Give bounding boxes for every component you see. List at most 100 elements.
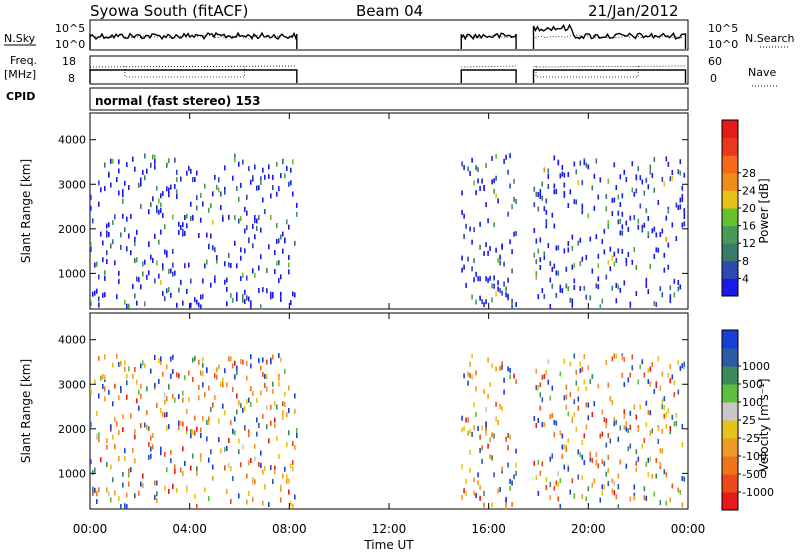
range-gate-cell: [274, 250, 276, 256]
range-gate-cell: [184, 215, 186, 220]
range-gate-cell: [471, 431, 473, 437]
range-gate-cell: [222, 382, 224, 388]
range-gate-cell: [549, 277, 552, 283]
nsky-trace: [89, 31, 298, 49]
range-gate-cell: [485, 276, 487, 282]
range-gate-cell: [134, 458, 136, 464]
range-gate-cell: [653, 301, 656, 306]
range-gate-cell: [160, 279, 162, 285]
range-gate-cell: [621, 248, 624, 254]
range-gate-cell: [581, 256, 584, 262]
range-gate-cell: [120, 244, 122, 250]
range-gate-cell: [671, 374, 674, 380]
range-gate-cell: [110, 243, 112, 249]
range-gate-cell: [96, 433, 98, 439]
range-gate-cell: [611, 400, 614, 406]
velocity-colorbar-swatch: [722, 366, 738, 385]
range-gate-cell: [621, 355, 624, 361]
range-gate-cell: [216, 367, 218, 373]
range-gate-cell: [499, 404, 501, 409]
range-gate-cell: [605, 418, 608, 424]
range-gate-cell: [100, 457, 102, 463]
range-gate-cell: [208, 457, 210, 463]
range-gate-cell: [567, 247, 570, 253]
range-gate-cell: [244, 206, 246, 212]
range-gate-cell: [176, 302, 178, 308]
range-gate-cell: [515, 199, 517, 204]
range-gate-cell: [126, 246, 128, 252]
range-gate-cell: [264, 465, 266, 471]
range-gate-cell: [292, 191, 294, 197]
range-gate-cell: [659, 448, 662, 454]
range-gate-cell: [613, 162, 616, 168]
range-gate-cell: [597, 194, 600, 200]
range-gate-cell: [174, 184, 176, 189]
range-gate-cell: [589, 295, 592, 301]
range-gate-cell: [539, 470, 542, 476]
range-gate-cell: [501, 361, 503, 366]
range-gate-cell: [485, 299, 487, 305]
range-gate-cell: [469, 170, 471, 176]
range-gate-cell: [643, 190, 646, 196]
range-gate-cell: [479, 221, 481, 227]
range-gate-cell: [152, 196, 154, 202]
range-gate-cell: [587, 415, 590, 421]
range-gate-cell: [186, 408, 188, 414]
range-gate-cell: [533, 186, 536, 192]
range-gate-cell: [248, 296, 250, 302]
range-gate-cell: [160, 356, 162, 362]
range-gate-cell: [549, 303, 552, 309]
range-gate-cell: [140, 383, 142, 389]
range-gate-cell: [509, 374, 511, 380]
range-gate-cell: [108, 232, 110, 237]
range-gate-cell: [182, 231, 184, 237]
range-gate-cell: [198, 233, 200, 238]
range-gate-cell: [156, 480, 158, 486]
range-gate-cell: [475, 271, 477, 277]
range-gate-cell: [475, 299, 477, 305]
range-gate-cell: [657, 247, 660, 253]
range-gate-cell: [601, 298, 604, 304]
range-gate-cell: [665, 423, 668, 429]
range-gate-cell: [202, 382, 204, 388]
range-gate-cell: [475, 190, 477, 196]
range-gate-cell: [569, 297, 572, 303]
range-gate-cell: [509, 367, 511, 373]
range-gate-cell: [268, 438, 270, 444]
range-gate-cell: [272, 174, 274, 180]
range-gate-cell: [164, 249, 166, 255]
range-gate-cell: [515, 302, 517, 307]
range-gate-cell: [547, 184, 550, 189]
range-gate-cell: [511, 304, 513, 310]
range-gate-cell: [236, 292, 238, 298]
range-gate-cell: [669, 497, 672, 503]
range-gate-cell: [96, 288, 98, 294]
nsky-label: N.Sky: [4, 32, 36, 45]
range-gate-cell: [605, 206, 608, 212]
range-gate-cell: [575, 380, 578, 386]
range-gate-cell: [635, 175, 638, 181]
range-gate-cell: [150, 453, 152, 459]
range-gate-cell: [208, 385, 210, 391]
range-gate-cell: [465, 223, 467, 229]
range-gate-cell: [228, 462, 230, 468]
range-gate-cell: [272, 381, 274, 387]
velocity-colorbar-swatch: [722, 492, 738, 511]
velocity-colorbar-tick-label: 1000: [742, 360, 770, 373]
range-gate-cell: [104, 292, 106, 298]
range-gate-cell: [228, 438, 230, 443]
power-colorbar-tick-label: 28: [742, 167, 756, 180]
range-gate-cell: [641, 179, 644, 185]
range-gate-cell: [176, 487, 178, 493]
range-gate-cell: [132, 283, 134, 289]
range-gate-cell: [196, 170, 198, 176]
range-gate-cell: [669, 285, 672, 291]
range-gate-cell: [178, 420, 180, 426]
range-gate-cell: [501, 290, 503, 296]
range-gate-cell: [485, 202, 487, 208]
range-gate-cell: [573, 278, 576, 284]
range-gate-cell: [499, 288, 501, 294]
range-gate-cell: [655, 381, 658, 387]
range-gate-cell: [539, 405, 542, 411]
range-gate-cell: [136, 398, 138, 404]
